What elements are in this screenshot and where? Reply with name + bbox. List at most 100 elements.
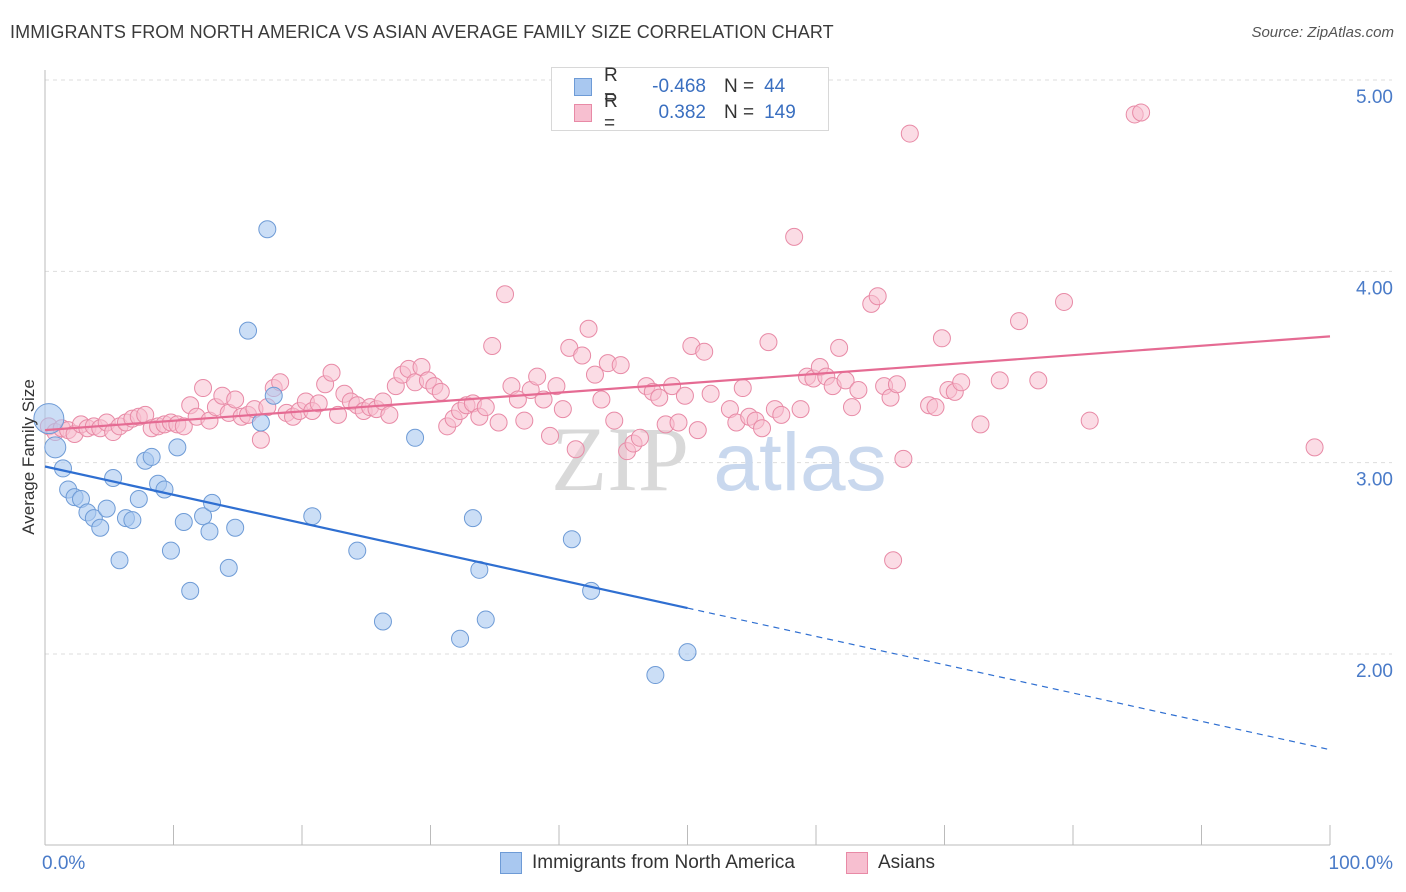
asians-point	[842, 398, 861, 417]
asians-point	[733, 379, 752, 398]
north-america-point	[251, 413, 270, 432]
asians-point	[547, 377, 566, 396]
asians-point	[868, 287, 887, 306]
y-tick-label: 4.00	[1356, 278, 1393, 299]
series-legend: Immigrants from North America Asians	[0, 852, 1406, 878]
north-america-point	[451, 629, 470, 648]
legend-n-value: 44	[764, 76, 786, 97]
axes	[44, 70, 1331, 846]
asians-point	[830, 338, 849, 357]
asians-point	[772, 405, 791, 424]
asians-point	[592, 390, 611, 409]
watermark-atlas: atlas	[713, 417, 886, 508]
asians-point	[701, 384, 720, 403]
asians-point	[1132, 103, 1151, 122]
asians-point	[605, 411, 624, 430]
north-america-point	[97, 499, 116, 518]
y-tick-label: 5.00	[1356, 87, 1393, 108]
north-america-point	[646, 666, 665, 685]
asians-point	[476, 398, 495, 417]
legend-n-label: N =	[724, 102, 755, 123]
asians-point	[566, 440, 585, 459]
asians-point	[328, 405, 347, 424]
series-asians-points	[39, 103, 1324, 570]
north-america-point	[181, 581, 200, 600]
asians-point	[1029, 371, 1048, 390]
north-america-point	[91, 518, 110, 537]
asians-point	[926, 398, 945, 417]
north-america-point	[406, 428, 425, 447]
asians-point	[695, 342, 714, 361]
north-america-point	[258, 220, 277, 239]
north-america-point	[142, 447, 161, 466]
axis-labels: 2.00 3.00 4.00 5.00 0.0% 100.0% Average Family…	[19, 87, 1393, 874]
x-tick-label-min: 0.0%	[42, 853, 85, 874]
asians-point	[585, 365, 604, 384]
asians-point	[1055, 292, 1074, 311]
legend-r-value: 0.382	[658, 102, 706, 123]
series-north-america-points	[33, 220, 697, 685]
asians-point	[553, 400, 572, 419]
asians-point	[952, 373, 971, 392]
asians-point	[884, 551, 903, 570]
asians-point	[483, 336, 502, 355]
legend-swatch-north-america	[500, 852, 522, 874]
asians-point	[688, 421, 707, 440]
legend-item-north-america[interactable]: Immigrants from North America	[500, 852, 795, 874]
legend-swatch-asians	[574, 104, 592, 122]
north-america-point	[174, 512, 193, 531]
x-tick-label-max: 100.0%	[1329, 853, 1394, 874]
asians-point	[380, 405, 399, 424]
north-america-point	[194, 507, 213, 526]
asians-point	[894, 449, 913, 468]
asians-point	[1305, 438, 1324, 457]
asians-point	[174, 417, 193, 436]
north-america-point	[562, 530, 581, 549]
asians-point	[1080, 411, 1099, 430]
asians-point	[251, 430, 270, 449]
north-america-point	[168, 438, 187, 457]
grid-lines	[45, 79, 1392, 655]
asians-point	[669, 413, 688, 432]
asians-point	[534, 390, 553, 409]
asians-point	[1010, 312, 1029, 331]
asians-point	[573, 346, 592, 365]
source-label: Source: ZipAtlas.com	[1251, 24, 1394, 41]
north-america-point	[264, 386, 283, 405]
north-america-point	[200, 522, 219, 541]
asians-point	[650, 388, 669, 407]
asians-point	[630, 428, 649, 447]
y-axis-label: Average Family Size	[19, 379, 38, 535]
legend-row-north-america: R = -0.468 N = 44	[574, 65, 786, 108]
asians-point	[489, 413, 508, 432]
legend-r-label: R =	[604, 65, 618, 108]
chart-title: IMMIGRANTS FROM NORTH AMERICA VS ASIAN A…	[10, 22, 834, 42]
legend-n-label: N =	[724, 76, 755, 97]
north-america-point	[161, 541, 180, 560]
trend-line-north-america	[44, 465, 688, 610]
legend-r-value: -0.468	[652, 76, 706, 97]
asians-point	[887, 375, 906, 394]
trend-lines	[44, 335, 1331, 751]
north-america-point	[239, 321, 258, 340]
asians-point	[753, 419, 772, 438]
north-america-point	[44, 436, 67, 459]
trend-line-north-america-extension	[687, 607, 1331, 751]
legend-label-north-america: Immigrants from North America	[532, 852, 795, 873]
y-tick-label: 2.00	[1356, 661, 1393, 682]
watermark: ZIP atlas	[551, 408, 887, 510]
north-america-point	[476, 610, 495, 629]
asians-point	[971, 415, 990, 434]
north-america-point	[373, 612, 392, 631]
north-america-point	[110, 551, 129, 570]
asians-point	[849, 380, 868, 399]
legend-r-label: R =	[604, 91, 618, 134]
asians-point	[791, 400, 810, 419]
legend-swatch-asians	[846, 852, 868, 874]
legend-label-asians: Asians	[878, 852, 936, 873]
asians-point	[785, 227, 804, 246]
asians-point	[194, 379, 213, 398]
asians-point	[663, 377, 682, 396]
legend-item-asians[interactable]: Asians	[846, 852, 935, 874]
